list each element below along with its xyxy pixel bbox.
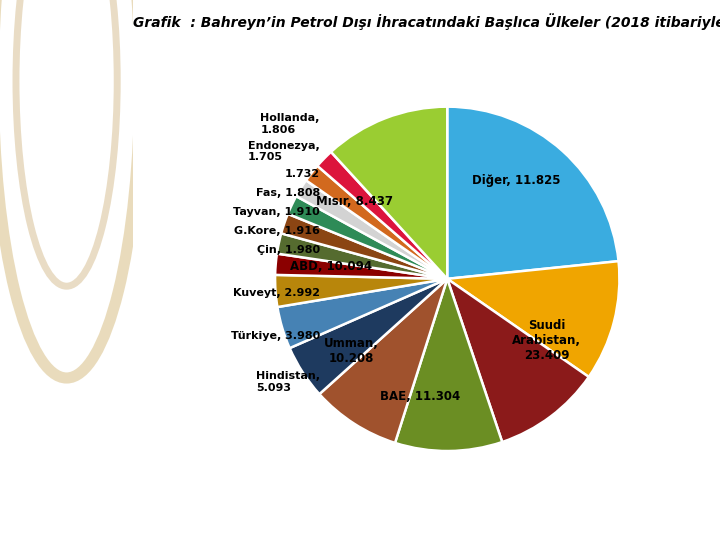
Wedge shape xyxy=(282,214,447,279)
Text: G.Kore, 1.916: G.Kore, 1.916 xyxy=(234,226,320,235)
Wedge shape xyxy=(289,279,447,394)
Wedge shape xyxy=(318,152,447,279)
Text: Türkiye, 3.980: Türkiye, 3.980 xyxy=(230,330,320,341)
Text: ABD, 10.094: ABD, 10.094 xyxy=(289,260,372,273)
Wedge shape xyxy=(275,275,447,307)
Text: Endonezya,
1.705: Endonezya, 1.705 xyxy=(248,140,320,162)
Text: Hollanda,
1.806: Hollanda, 1.806 xyxy=(261,113,320,134)
Text: Kuveyt, 2.992: Kuveyt, 2.992 xyxy=(233,288,320,298)
Text: Diğer, 11.825: Diğer, 11.825 xyxy=(472,174,561,187)
Text: Mısır, 8.437: Mısır, 8.437 xyxy=(316,195,393,208)
Wedge shape xyxy=(395,279,502,451)
Wedge shape xyxy=(447,279,589,442)
Text: Umman,
10.208: Umman, 10.208 xyxy=(323,338,379,366)
Wedge shape xyxy=(306,166,447,279)
Wedge shape xyxy=(277,279,447,348)
Wedge shape xyxy=(275,254,447,279)
Wedge shape xyxy=(288,196,447,279)
Wedge shape xyxy=(447,261,619,377)
Text: BAE, 11.304: BAE, 11.304 xyxy=(380,390,460,403)
Text: Hindistan,
5.093: Hindistan, 5.093 xyxy=(256,372,320,393)
Text: Çin, 1.980: Çin, 1.980 xyxy=(257,245,320,254)
Text: Tayvan, 1.910: Tayvan, 1.910 xyxy=(233,207,320,217)
Wedge shape xyxy=(331,107,447,279)
Wedge shape xyxy=(320,279,447,443)
Wedge shape xyxy=(296,180,447,279)
Text: 1.732: 1.732 xyxy=(284,169,320,179)
Text: Grafik  : Bahreyn’in Petrol Dışı İhracatındaki Başlıca Ülkeler (2018 itibariyle : Grafik : Bahreyn’in Petrol Dışı İhracatı… xyxy=(133,14,720,30)
Text: Fas, 1.808: Fas, 1.808 xyxy=(256,188,320,198)
Wedge shape xyxy=(447,107,618,279)
Wedge shape xyxy=(277,233,447,279)
Text: Suudi
Arabistan,
23.409: Suudi Arabistan, 23.409 xyxy=(512,319,581,362)
